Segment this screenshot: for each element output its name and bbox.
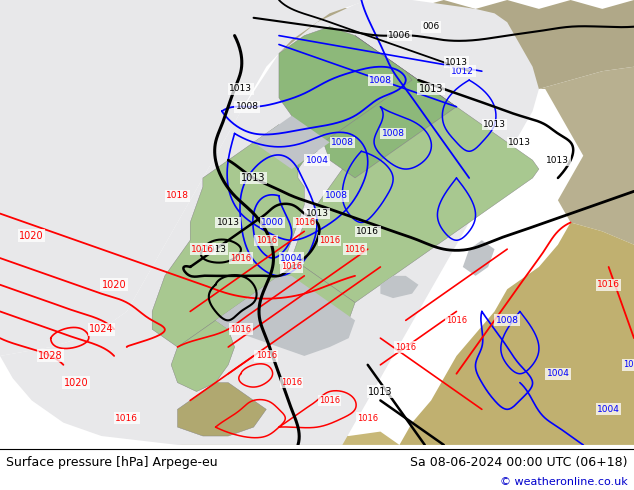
Text: 1013: 1013 [242,173,266,183]
Polygon shape [0,0,63,178]
Text: 1016: 1016 [446,316,467,325]
Text: 1016: 1016 [319,396,340,405]
Polygon shape [216,276,355,356]
Text: 1013: 1013 [217,218,240,227]
Text: 1016: 1016 [357,414,378,423]
Text: 1016: 1016 [115,414,138,423]
Text: © weatheronline.co.uk: © weatheronline.co.uk [500,477,628,487]
Text: 1016: 1016 [281,378,302,387]
Polygon shape [292,71,539,302]
Text: Sa 08-06-2024 00:00 UTC (06+18): Sa 08-06-2024 00:00 UTC (06+18) [410,457,628,469]
Polygon shape [241,0,634,102]
Text: 1013: 1013 [445,58,468,67]
Text: 1028: 1028 [39,351,63,361]
Text: 1008: 1008 [496,316,519,325]
Polygon shape [273,267,355,347]
Text: 1004: 1004 [547,369,569,378]
Text: 1016: 1016 [319,236,340,245]
Polygon shape [178,383,266,436]
Text: 1004: 1004 [280,253,303,263]
Polygon shape [178,427,399,445]
Text: Surface pressure [hPa] Arpege-eu: Surface pressure [hPa] Arpege-eu [6,457,218,469]
Text: 1013: 1013 [483,120,506,129]
Text: 1016: 1016 [344,245,366,254]
Text: 1020: 1020 [102,280,126,290]
Polygon shape [254,116,330,169]
Text: 1016: 1016 [294,218,315,227]
Polygon shape [273,26,412,178]
Text: 1013: 1013 [508,138,531,147]
Text: 1016: 1016 [356,227,379,236]
Text: 1016: 1016 [395,343,417,351]
Text: 1016: 1016 [256,236,277,245]
Text: 1008: 1008 [325,191,347,200]
Text: 1000: 1000 [261,218,284,227]
Polygon shape [152,124,304,347]
Polygon shape [380,276,418,298]
Text: 006: 006 [422,22,440,31]
Text: 1004: 1004 [597,405,620,414]
Text: 1008: 1008 [236,102,259,111]
Text: 1008: 1008 [382,129,404,138]
Text: 1013: 1013 [419,84,443,94]
Text: 1013: 1013 [204,245,227,254]
Text: 1013: 1013 [547,156,569,165]
Text: 1008: 1008 [331,138,354,147]
Text: 1004: 1004 [623,360,634,369]
Text: 1016: 1016 [230,325,252,334]
Polygon shape [463,240,495,276]
Text: 1016: 1016 [191,245,214,254]
Text: 1018: 1018 [166,191,189,200]
Text: 1016: 1016 [256,351,277,361]
Polygon shape [13,9,76,45]
Polygon shape [539,0,634,245]
Text: 1016: 1016 [230,253,252,263]
Text: 1012: 1012 [451,67,474,75]
Text: 1013: 1013 [368,387,392,396]
Text: 1004: 1004 [306,156,328,165]
Text: 1006: 1006 [388,31,411,40]
Text: 1008: 1008 [369,75,392,85]
Text: 1024: 1024 [89,324,113,334]
Text: 1020: 1020 [20,231,44,241]
Polygon shape [323,36,456,178]
Polygon shape [0,0,539,445]
Text: 1013: 1013 [306,209,328,218]
Text: 1020: 1020 [64,378,88,388]
Polygon shape [171,320,235,392]
Polygon shape [0,0,368,356]
Text: 1016: 1016 [281,263,302,271]
Text: 1016: 1016 [597,280,620,289]
Polygon shape [399,222,634,445]
Text: 1013: 1013 [230,84,252,94]
